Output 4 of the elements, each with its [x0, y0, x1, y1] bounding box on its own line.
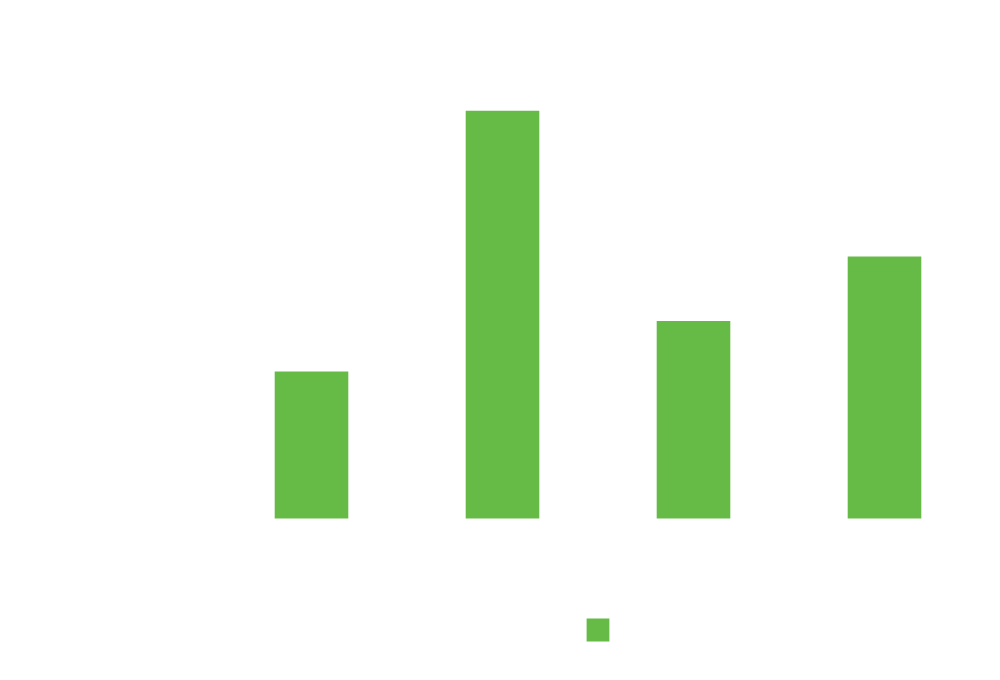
bar [462, 107, 543, 520]
bar [271, 368, 352, 520]
bar [653, 318, 734, 520]
bar [844, 253, 925, 520]
